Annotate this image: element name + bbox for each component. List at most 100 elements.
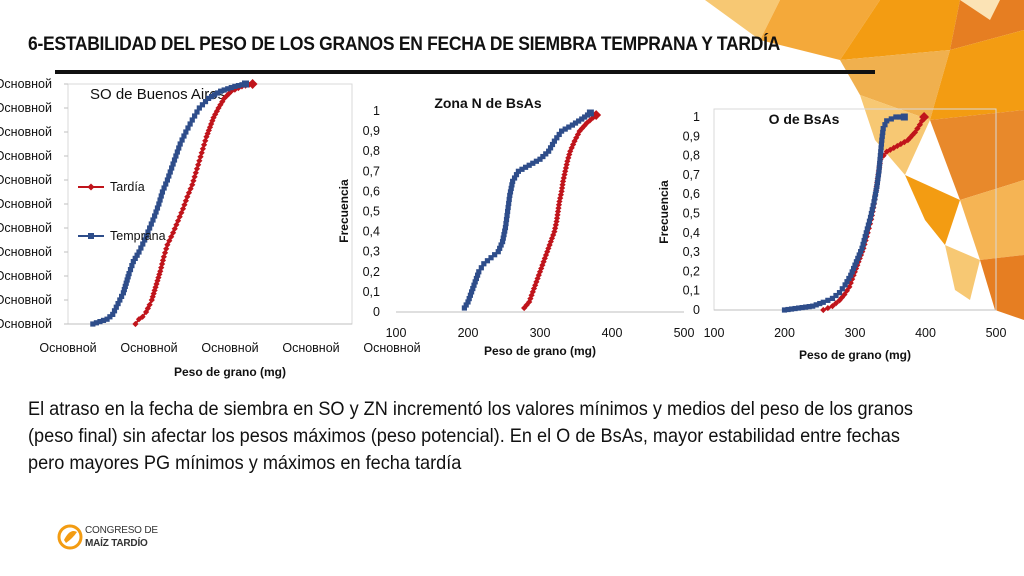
series-point-temprana: [806, 304, 812, 310]
series-point-temprana: [157, 197, 163, 203]
series-point-temprana: [508, 185, 514, 191]
y-tick-label: 0: [373, 305, 380, 319]
series-point-temprana: [506, 196, 512, 203]
series-point-temprana: [119, 293, 125, 299]
series-point-temprana: [855, 255, 861, 261]
series-point-temprana: [510, 178, 516, 184]
x-tick-label: Основной: [120, 341, 177, 355]
series-point-temprana: [466, 296, 472, 302]
series-point-temprana: [507, 189, 514, 195]
series-point-temprana: [878, 141, 885, 147]
series-point-temprana: [511, 175, 518, 181]
series-point-temprana: [179, 137, 185, 143]
series-point-temprana: [208, 94, 215, 100]
series-point-temprana: [576, 118, 582, 124]
y-axis-title: Frecuencia: [657, 180, 671, 244]
legend-swatch-marker-tardia: [87, 183, 95, 191]
y-tick-label: 0,7: [683, 168, 700, 182]
series-point-temprana: [572, 120, 579, 126]
series-point-temprana: [897, 114, 903, 120]
series-point-temprana: [132, 255, 138, 261]
series-point-temprana: [829, 295, 836, 302]
series-point-temprana: [862, 234, 868, 240]
series-point-temprana: [90, 321, 96, 327]
series-point-temprana: [873, 187, 879, 193]
series-point-temprana: [509, 182, 515, 188]
series-point-temprana: [533, 158, 539, 164]
y-tick-label: 0: [693, 303, 700, 317]
series-point-temprana: [879, 133, 885, 139]
series-point-temprana: [502, 224, 509, 231]
series-point-temprana: [825, 297, 831, 303]
series-point-temprana: [879, 137, 885, 143]
series-point-temprana: [860, 241, 866, 247]
series-point-temprana: [170, 161, 176, 167]
x-tick-label: 100: [386, 326, 407, 340]
series-point-temprana: [858, 249, 864, 255]
series-point-temprana: [506, 200, 512, 207]
series-point-temprana: [870, 203, 876, 209]
series-point-temprana: [143, 233, 149, 239]
series-point-temprana: [97, 319, 103, 325]
series-point-temprana: [864, 226, 870, 232]
series-point-temprana: [877, 160, 883, 166]
series-point-temprana: [888, 116, 894, 122]
series-point-temprana: [120, 290, 126, 296]
series-point-temprana: [515, 168, 521, 174]
y-tick-label: 0,3: [683, 245, 700, 259]
series-point-temprana: [130, 259, 136, 265]
series-point-temprana: [185, 125, 191, 131]
series-point-temprana: [484, 258, 491, 264]
series-point-temprana: [158, 193, 164, 199]
chart-title: SO de Buenos Aires: [90, 86, 225, 103]
series-point-temprana: [473, 275, 479, 282]
series-point-temprana: [562, 126, 568, 132]
series-point-temprana: [189, 117, 195, 123]
series-point-temprana: [134, 252, 140, 258]
series-point-temprana: [129, 263, 135, 269]
series-end-marker-temprana: [242, 80, 249, 88]
x-tick-label: 400: [915, 326, 936, 340]
series-point-temprana: [152, 213, 158, 219]
y-axis-title: Frecuencia: [337, 179, 351, 243]
y-tick-label: 0,1: [683, 284, 700, 298]
series-point-temprana: [156, 201, 162, 207]
series-point-temprana: [813, 302, 819, 308]
x-tick-label: Основной: [363, 341, 420, 355]
series-point-temprana: [498, 242, 504, 248]
x-tick-label: 300: [530, 326, 551, 340]
logo-text: CONGRESO DE MAÍZ TARDÍO: [85, 524, 158, 550]
series-point-temprana: [166, 173, 172, 179]
series-point-temprana: [859, 245, 865, 251]
congress-logo: CONGRESO DE MAÍZ TARDÍO: [57, 522, 187, 554]
logo-line-1: CONGRESO DE: [85, 525, 158, 536]
series-point-temprana: [115, 301, 121, 307]
series-point-temprana: [126, 271, 132, 277]
series-point-temprana: [465, 299, 471, 305]
series-point-temprana: [461, 305, 467, 311]
series-point-temprana: [196, 105, 202, 111]
y-tick-label: Основной: [0, 77, 52, 91]
logo-line-2: MAÍZ TARDÍO: [85, 538, 148, 549]
y-tick-label: 1: [373, 104, 380, 118]
series-point-temprana: [526, 162, 532, 168]
series-point-temprana: [235, 83, 241, 89]
x-tick-label: Основной: [282, 341, 339, 355]
series-point-temprana: [472, 279, 478, 285]
series-point-temprana: [228, 85, 234, 91]
series-point-temprana: [140, 241, 146, 247]
series-point-temprana: [537, 156, 543, 162]
y-tick-label: 0,1: [363, 285, 380, 299]
series-point-temprana: [796, 305, 802, 311]
y-tick-label: Основной: [0, 149, 52, 163]
series-point-temprana: [817, 300, 823, 307]
series-point-temprana: [176, 145, 182, 151]
x-axis-title: Peso de grano (mg): [174, 365, 286, 379]
series-point-temprana: [497, 245, 503, 251]
series-point-temprana: [142, 237, 148, 243]
series-point-temprana: [788, 306, 795, 312]
series-point-temprana: [556, 131, 562, 138]
series-point-temprana: [875, 176, 881, 182]
